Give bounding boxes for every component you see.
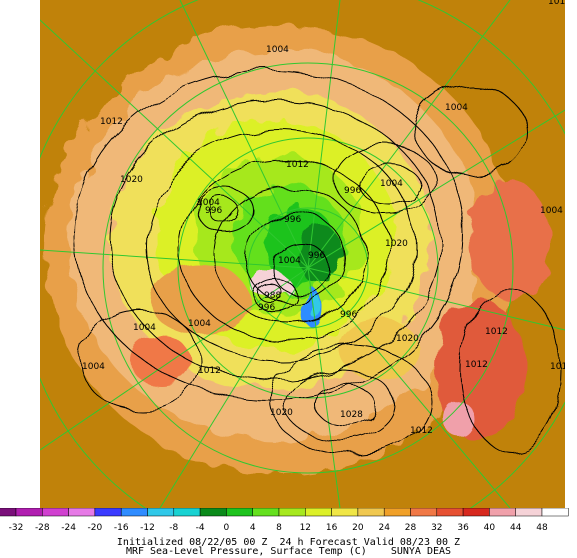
isobar-label-1004-far-west: 1004 [82, 362, 105, 372]
colorbar-tick-label: -20 [88, 523, 103, 533]
isobar-label-1004-center-east: 1004 [380, 179, 403, 189]
colorbar-swatch [515, 508, 543, 517]
temp-field-patch-southwest [130, 335, 190, 385]
isobar-label-group: 1004 1012 1020 1004 1012 1004 996 1004 1… [82, 0, 565, 436]
temperature-field [40, 0, 565, 508]
colorbar-swatch [541, 508, 569, 517]
temp-field-minus4-0 [298, 225, 342, 285]
colorbar-tick-label: 40 [484, 523, 496, 533]
colorbar-tick-label: 12 [300, 523, 311, 533]
footer-line-2: MRF Sea-Level Pressure, Surface Temp (C)… [125, 546, 452, 557]
isobar-label-101-edge: 101 [550, 362, 565, 372]
colorbar-swatch [226, 508, 253, 517]
isobar-label-1020-west: 1020 [120, 175, 143, 185]
isobar-label-1012-center: 1012 [286, 160, 309, 170]
colorbar-swatch [42, 508, 69, 517]
isobar-label-996-west-low: 996 [205, 206, 222, 216]
colorbar-tick-label: -8 [169, 523, 178, 533]
isobar-label-1028: 1028 [340, 410, 363, 420]
isobar-label-1012-south: 1012 [198, 366, 221, 376]
temp-field-greenland-cold [250, 271, 290, 299]
isobar-label-996-pole-2: 996 [308, 251, 325, 261]
isobar-label-1004-northeast: 1004 [445, 103, 468, 113]
colorbar-swatch [305, 508, 332, 517]
isobar-label-1012-west: 1012 [100, 117, 123, 127]
colorbar-swatch [173, 508, 201, 517]
colorbar-tick-label: 4 [250, 523, 256, 533]
temp-field-patch-pink [445, 402, 475, 438]
isobar-label-1004-southwest: 1004 [133, 323, 156, 333]
colorbar-swatch [410, 508, 438, 517]
colorbar-tick-label: 48 [536, 523, 548, 533]
colorbar-swatches [0, 508, 569, 517]
temp-field-patch-south [340, 320, 420, 380]
colorbar-swatch [199, 508, 227, 517]
colorbar-tick-label: 16 [326, 523, 338, 533]
colorbar-tick-label: 24 [378, 523, 390, 533]
colorbar-swatch [252, 508, 280, 517]
colorbar-tick-label: 20 [352, 523, 364, 533]
colorbar-tick-label: -32 [9, 523, 24, 533]
colorbar-tick-label: -16 [114, 523, 129, 533]
isobar-label-1004-west-low: 1004 [197, 198, 220, 208]
map-canvas: 1004 1012 1020 1004 1012 1004 996 1004 1… [40, 0, 565, 508]
colorbar-tick-label: 44 [510, 523, 522, 533]
colorbar-swatch [0, 508, 17, 517]
forecast-map: 1004 1012 1020 1004 1012 1004 996 1004 1… [40, 0, 565, 508]
colorbar-swatch [278, 508, 306, 517]
isobar-label-1020-south: 1020 [270, 408, 293, 418]
temperature-colorbar: -32 -28 -24 -20 -16 -12 -8 -4 0 4 8 12 16 20 24 28 32 36 4… [0, 508, 569, 533]
colorbar-tick-labels: -32 -28 -24 -20 -16 -12 -8 -4 0 4 8 12 16 20 24 28 32 36 4… [9, 523, 548, 533]
corner-label: 101 [548, 0, 565, 7]
colorbar-tick-label: 0 [224, 523, 230, 533]
colorbar-swatch [436, 508, 464, 517]
isobar-label-996-south-east: 996 [340, 310, 357, 320]
isobar-label-1012-southeast: 1012 [465, 360, 488, 370]
temp-field-warm-east [470, 180, 550, 300]
footer-line-1: Initialized 08/22/05 00 Z 24 h Forecast … [116, 537, 461, 548]
colorbar-tick-label: 32 [431, 523, 442, 533]
colorbar-swatch [94, 508, 122, 517]
colorbar-swatch [462, 508, 490, 517]
colorbar-swatch [383, 508, 411, 517]
isobar-label-996-pole: 996 [284, 215, 301, 225]
colorbar-swatch [489, 508, 516, 517]
isobar-label-988: 988 [264, 291, 281, 301]
isobar-label-1012-east: 1012 [485, 327, 508, 337]
colorbar-tick-label: -24 [61, 523, 76, 533]
map-footer: Initialized 08/22/05 00 Z 24 h Forecast … [0, 538, 577, 558]
colorbar-swatch [68, 508, 96, 517]
isobar-lines [74, 69, 561, 456]
isobar-label-1020-southeast: 1020 [396, 334, 419, 344]
colorbar-swatch [331, 508, 359, 517]
colorbar-swatch [357, 508, 385, 517]
colorbar-tick-label: 28 [405, 523, 417, 533]
colorbar-swatch [15, 508, 43, 517]
colorbar-tick-label: -28 [35, 523, 50, 533]
isobar-label-1004-east-edge: 1004 [540, 206, 563, 216]
colorbar-tick-label: -12 [140, 523, 155, 533]
colorbar-tick-label: 8 [276, 523, 282, 533]
isobar-label-1004-north: 1004 [266, 45, 289, 55]
colorbar-tick-label: 36 [457, 523, 469, 533]
isobar-label-1004-south: 1004 [188, 319, 211, 329]
isobar-label-996-south: 996 [258, 303, 275, 313]
colorbar-swatch [120, 508, 148, 517]
colorbar-tick-label: -4 [196, 523, 205, 533]
colorbar-swatch [147, 508, 175, 517]
isobar-label-996-east: 996 [344, 186, 361, 196]
isobar-label-1012-south-edge: 1012 [410, 426, 433, 436]
isobar-label-1020-east: 1020 [385, 239, 408, 249]
isobar-label-1004-pole: 1004 [278, 256, 301, 266]
